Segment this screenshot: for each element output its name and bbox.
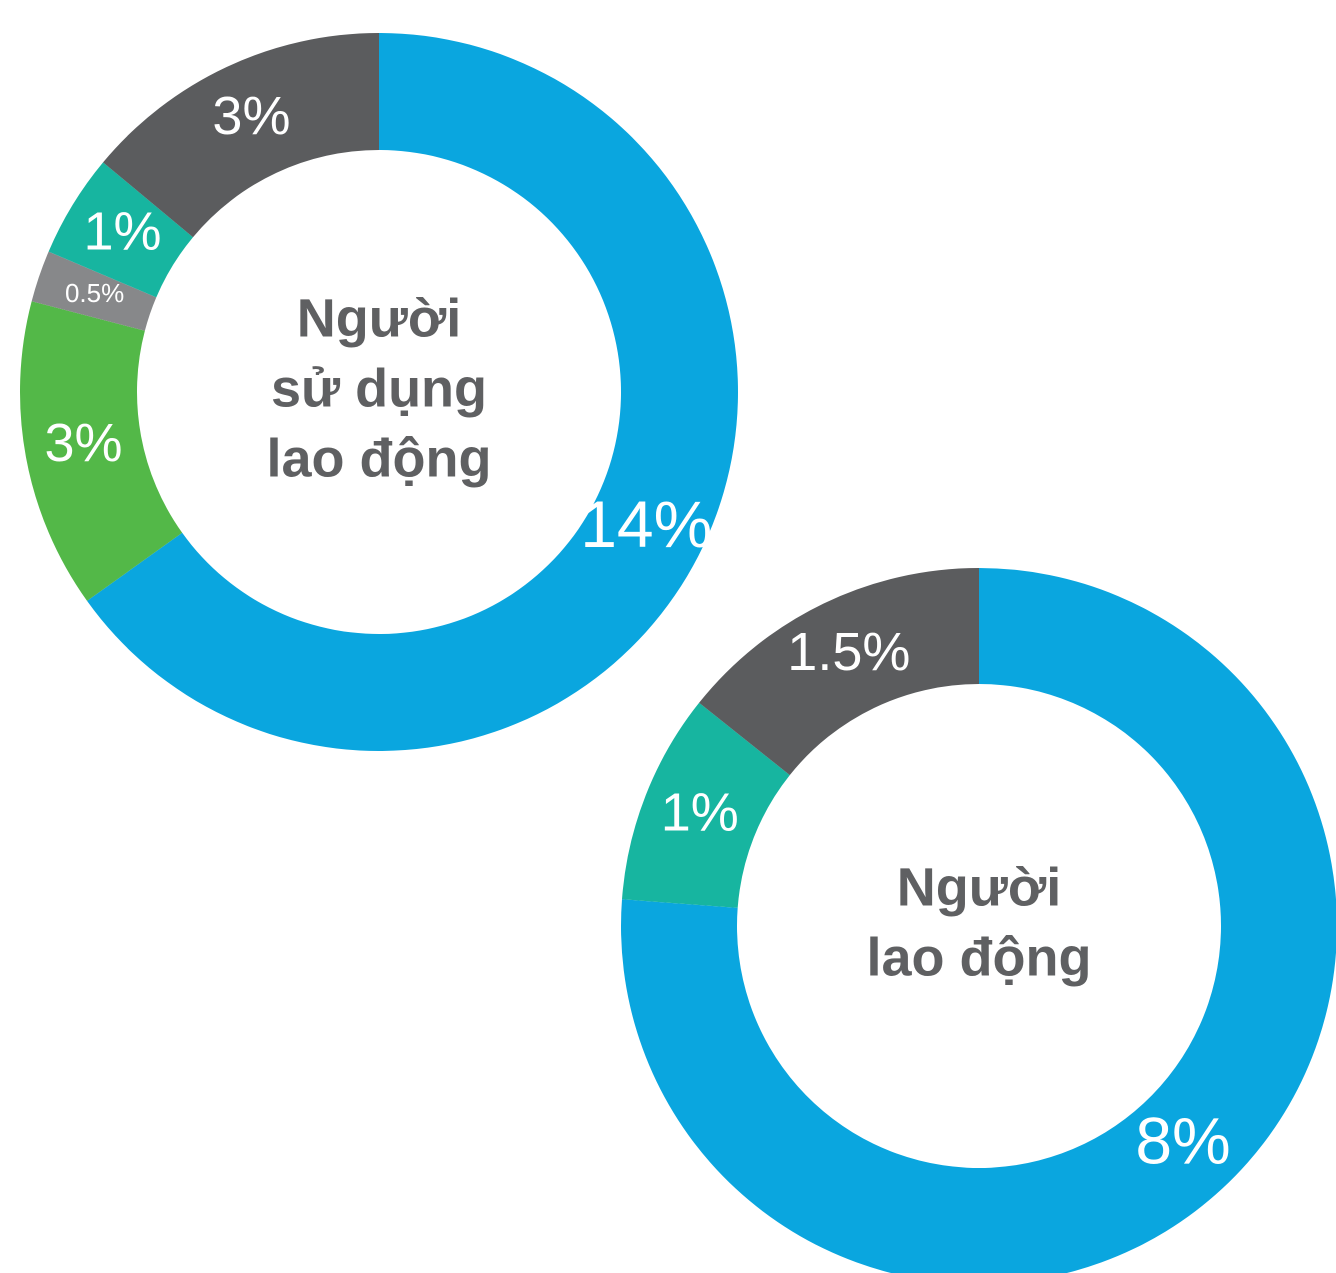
slice-label: 0.5%	[65, 278, 124, 308]
slice-label: 8%	[1135, 1103, 1230, 1177]
center-label: Người	[297, 288, 461, 348]
donut-slice	[87, 33, 739, 752]
slice-label: 3%	[212, 86, 290, 146]
center-label: sử dụng	[271, 358, 487, 418]
donut-slice	[621, 568, 1336, 1273]
donut-slice	[622, 702, 790, 908]
donut-slice	[31, 251, 157, 331]
slice-label: 1.5%	[787, 622, 910, 682]
slice-label: 14%	[580, 487, 712, 561]
center-label: lao động	[867, 927, 1092, 987]
donut-slice	[48, 162, 193, 298]
center-label: Người	[897, 857, 1061, 917]
donut-slice	[699, 568, 979, 776]
center-label: lao động	[267, 428, 492, 488]
donut-slice	[103, 33, 380, 238]
slice-label: 1%	[83, 202, 161, 262]
donut-slice	[19, 301, 183, 601]
slice-label: 1%	[661, 783, 739, 843]
slice-label: 3%	[44, 413, 122, 473]
